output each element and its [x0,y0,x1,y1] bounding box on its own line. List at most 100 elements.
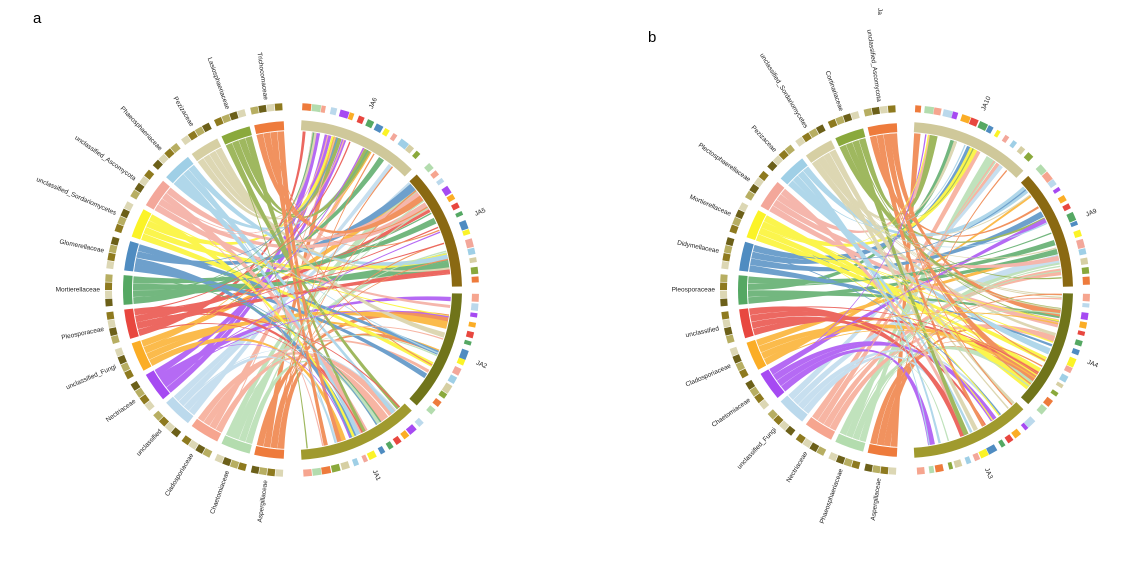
ribbon [137,131,306,336]
taxon-outer-segment [105,282,113,290]
group-outer-segment [356,115,365,125]
taxon-arc [739,308,754,339]
taxon-outer-segment [835,115,845,126]
ribbon-thin [135,313,400,408]
group-outer-segment [1063,365,1073,374]
taxon-outer-segment [170,143,181,154]
group-outer-segment [441,185,452,197]
group-outer-segment [1016,145,1026,155]
group-outer-segment [1052,186,1061,194]
group-outer-segment [947,461,954,470]
ribbon [203,136,340,220]
taxon-outer-segment [117,354,127,365]
taxon-label: unclassified_Fungi [65,363,117,391]
ribbon [263,136,340,448]
group-outer-segment [471,293,479,302]
panel-b-letter: b [648,29,657,46]
taxon-outer-segment [130,189,141,200]
ribbon [758,227,1047,362]
group-outer-segment [470,266,479,275]
group-arc-JA10 [913,122,1024,178]
group-outer-segment [1050,389,1059,397]
taxon-arc [867,123,898,137]
group-outer-segment [978,448,989,459]
group-outer-segment [329,107,338,116]
group-outer-segment [311,104,322,113]
taxon-outer-segment [720,274,728,283]
ribbon [143,319,440,354]
ribbon [876,134,986,427]
taxon-outer-segment [722,319,731,328]
group-outer-segment [986,444,998,455]
taxon-outer-segment [828,452,838,462]
ribbon [829,149,1015,405]
group-arc-JA5 [409,174,462,287]
group-outer-segment [1073,229,1082,239]
taxon-outer-segment [835,455,846,465]
top-label: Ja [876,8,883,15]
taxon-outer-segment [123,201,134,212]
group-label-JA1: JA1 [371,469,382,482]
taxon-outer-segment [723,326,733,336]
group-outer-segment [432,397,442,408]
ribbon [764,194,1032,365]
group-outer-segment [1071,348,1080,356]
taxon-outer-segment [864,463,873,472]
ribbon [823,152,978,432]
group-outer-segment [451,365,462,376]
chord-chart-b: JA10 JA9 JA4 JA3 Aspergillaceae Phaeosphaeria… [672,8,1100,525]
group-outer-segment [914,105,922,113]
ribbon [769,218,1047,375]
taxon-arc [166,156,194,184]
group-outer-segment [320,105,326,113]
taxon-outer-segment [863,108,873,117]
ribbon [133,255,449,298]
taxon-label: Mortierellaceae [688,194,732,218]
chord-chart-a: JA6 JA5 JA2 JA1 Aspergillaceae Chaetomiaceae C… [35,52,488,523]
group-outer-segment [924,106,935,115]
group-outer-segment [471,276,479,283]
group-outer-segment [303,468,313,477]
ribbon [858,135,938,215]
taxon-outer-segment [158,153,169,165]
taxon-outer-segment [266,103,275,112]
taxon-outer-segment [144,169,155,180]
group-outer-segment [1077,330,1086,337]
group-outer-segment [465,330,475,339]
taxon-outer-segment [139,176,150,187]
group-outer-segment [1081,266,1090,275]
group-outer-segment [338,109,350,119]
group-outer-segment [302,103,312,111]
group-outer-segment [470,303,479,311]
group-outer-segment [1055,381,1064,389]
taxon-label: unclassified_Ascomycota [865,29,882,103]
group-outer-segment [351,458,360,467]
group-outer-segment [366,450,377,461]
taxon-outer-segment [237,109,247,118]
group-outer-segment [441,382,453,394]
taxon-outer-segment [250,465,260,474]
taxon-outer-segment [722,253,731,262]
group-outer-segment [1023,152,1034,162]
group-outer-segment [321,465,332,475]
group-outer-segment [1066,356,1077,368]
group-outer-segment [381,127,390,137]
taxon-arc [191,138,222,162]
taxon-label: Chaetomiaceae [209,469,231,515]
taxon-outer-segment [237,462,247,472]
group-outer-segment [365,119,375,129]
group-label-JA3: JA3 [983,467,994,480]
group-arc-JA6 [300,120,412,177]
group-outer-segment [993,129,1001,138]
group-outer-segment [934,464,944,473]
taxon-arc [131,340,152,371]
taxon-label: Pezizaceae [172,96,196,129]
taxon-outer-segment [720,290,728,299]
taxon-arc [780,395,808,422]
taxon-outer-segment [109,327,118,337]
taxon-outer-segment [144,400,155,411]
group-outer-segment [953,459,963,469]
taxon-outer-segment [784,144,795,155]
group-outer-segment [446,193,456,203]
